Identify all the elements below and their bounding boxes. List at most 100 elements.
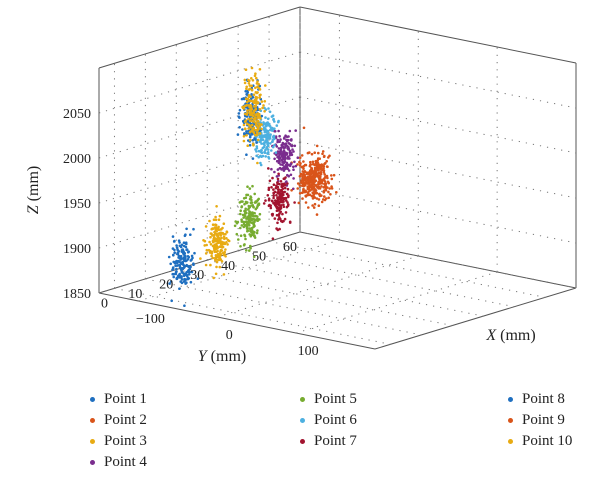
data-point (316, 164, 320, 167)
data-point (320, 163, 324, 166)
data-point (250, 66, 254, 70)
legend-marker (90, 397, 95, 403)
data-point (214, 223, 218, 227)
data-point (327, 190, 330, 194)
data-point (271, 129, 274, 132)
data-point (254, 76, 258, 80)
data-point (188, 270, 191, 274)
data-point (178, 287, 181, 291)
data-point (183, 279, 187, 282)
data-point (322, 189, 326, 193)
data-point (273, 170, 276, 174)
legend-item: Point 8 (508, 388, 565, 410)
data-point (278, 140, 281, 143)
data-point (244, 97, 248, 100)
data-point (267, 167, 270, 170)
data-point (279, 180, 283, 183)
data-point (292, 177, 295, 180)
legend-label: Point 2 (104, 412, 147, 428)
data-point (258, 122, 261, 126)
box-edge (98, 231, 301, 294)
data-point (254, 118, 257, 121)
data-point (169, 262, 172, 266)
data-point (272, 118, 275, 122)
z-tick-label: 1850 (63, 287, 91, 302)
z-tick-label: 2050 (63, 107, 91, 122)
data-point (183, 304, 186, 308)
y-tick-label: 20 (159, 278, 173, 293)
data-point (328, 187, 332, 190)
data-point (255, 154, 258, 158)
data-point (259, 135, 263, 139)
data-point (208, 240, 211, 244)
data-point (324, 189, 328, 192)
data-point (240, 224, 244, 227)
data-point (283, 186, 287, 190)
grid-line-z (98, 51, 301, 114)
data-point (209, 263, 212, 267)
legend-label: Point 10 (522, 433, 573, 449)
data-point (257, 202, 261, 205)
data-point (186, 251, 190, 254)
data-point (276, 177, 280, 181)
data-point (309, 163, 313, 166)
data-point (258, 96, 262, 99)
data-point (211, 256, 214, 260)
data-point (238, 126, 241, 129)
data-point (277, 120, 280, 124)
data-point (220, 245, 224, 249)
data-point (214, 218, 218, 222)
data-point (255, 231, 259, 235)
data-point (276, 221, 279, 225)
data-point (244, 104, 248, 107)
data-point (213, 243, 217, 247)
axis-labels: Z (mm) Y (mm) X (mm) (25, 166, 536, 365)
data-point (218, 258, 221, 262)
data-point (318, 166, 321, 169)
data-point (185, 259, 188, 262)
data-point (239, 245, 242, 248)
data-point (248, 224, 251, 227)
data-point (307, 190, 310, 193)
data-point (181, 267, 185, 271)
data-point (215, 234, 219, 237)
data-point (291, 148, 294, 151)
data-point (290, 189, 293, 192)
grid-line-y (268, 240, 546, 298)
data-point (273, 217, 277, 220)
data-point (224, 248, 227, 251)
legend-marker (300, 418, 305, 424)
data-point (248, 249, 251, 252)
legend-item: Point 1 (90, 388, 147, 410)
data-point (210, 252, 214, 255)
data-point (315, 213, 319, 216)
data-point (271, 114, 275, 117)
data-point (313, 190, 316, 194)
data-point (279, 148, 283, 152)
data-point (171, 268, 174, 272)
data-point (277, 206, 280, 209)
data-point (327, 156, 330, 159)
data-point (320, 180, 324, 183)
data-point (244, 220, 247, 224)
data-point (249, 247, 252, 250)
data-point (245, 93, 248, 96)
data-point (211, 227, 214, 230)
data-point (292, 150, 295, 153)
data-point (280, 184, 284, 187)
data-point (273, 143, 276, 147)
data-point (221, 226, 224, 230)
data-point (264, 199, 267, 202)
data-point (307, 193, 310, 197)
data-point (260, 114, 264, 118)
data-point (248, 99, 251, 103)
data-point (278, 134, 281, 138)
data-point (251, 128, 255, 131)
box-edge (98, 292, 376, 350)
data-point (251, 142, 255, 146)
data-point (271, 176, 274, 180)
legend-label: Point 3 (104, 433, 147, 449)
data-point (248, 119, 252, 123)
legend-marker (508, 397, 513, 403)
data-point (249, 221, 253, 224)
